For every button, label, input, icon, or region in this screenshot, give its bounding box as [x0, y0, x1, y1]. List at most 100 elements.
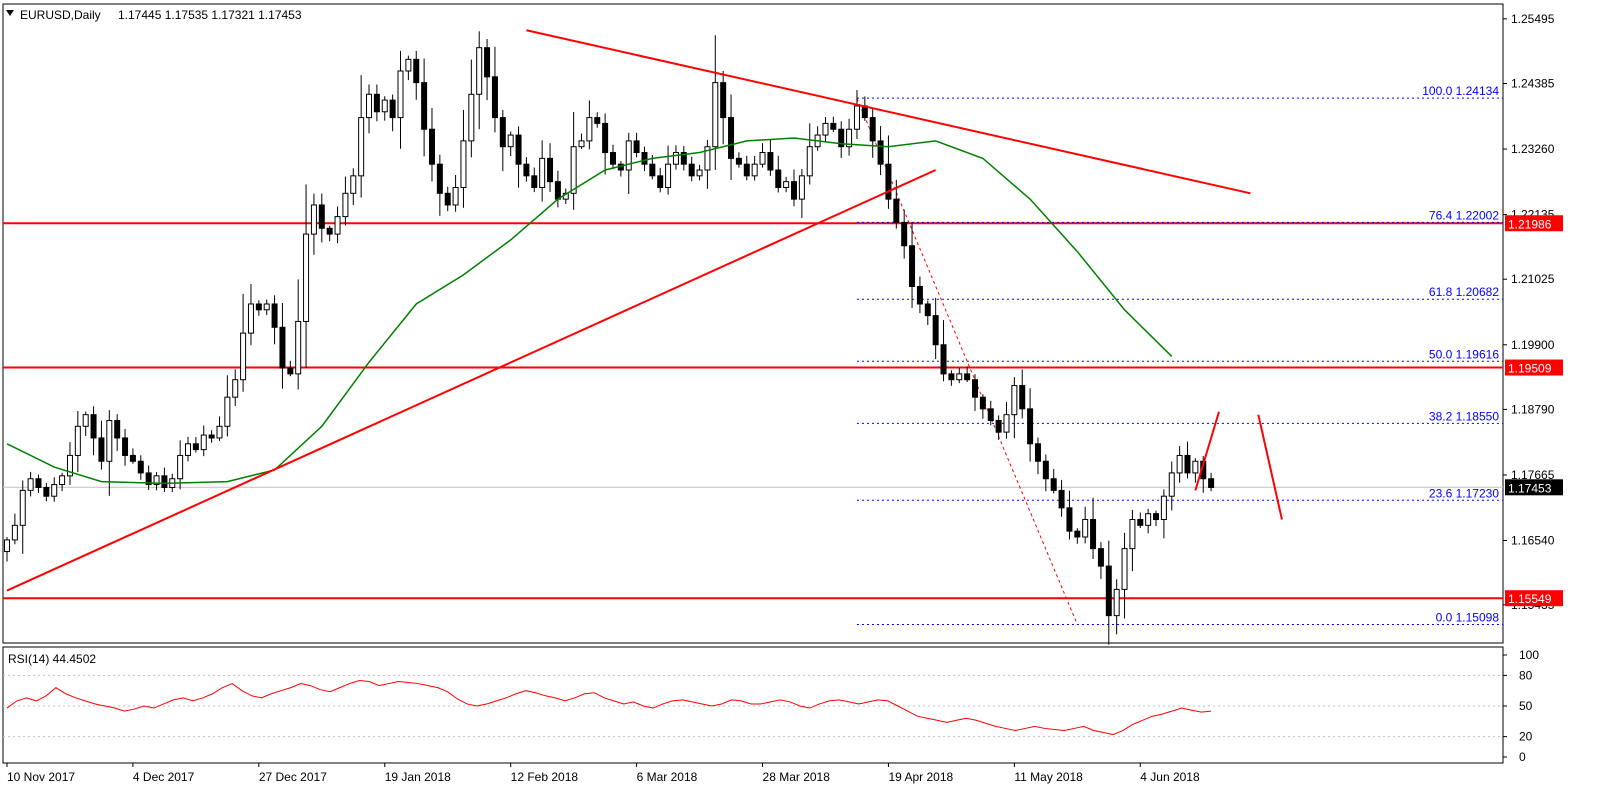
candle-bear	[1074, 530, 1081, 538]
price-tick-label: 1.25495	[1511, 12, 1555, 26]
trendline	[526, 29, 1251, 195]
candle-bull	[303, 233, 310, 322]
candle-bull	[570, 146, 577, 194]
candle-bull	[1168, 472, 1175, 497]
candlesticks	[4, 31, 1215, 645]
time-tick-label: 4 Jun 2018	[1140, 770, 1200, 784]
candle-bull	[106, 419, 113, 462]
candle-bull	[956, 373, 963, 381]
candle-bull	[1129, 519, 1136, 550]
price-pane-border	[2, 3, 1504, 644]
forecast-arrow	[1257, 414, 1283, 520]
time-tick-label: 19 Apr 2018	[888, 770, 953, 784]
candle-bear	[436, 163, 443, 194]
candle-bear	[728, 117, 735, 159]
rsi-pane-border	[2, 646, 1504, 764]
candle-bear	[1208, 478, 1215, 488]
candle-bear	[657, 175, 664, 188]
candle-bear	[594, 117, 601, 124]
candle-bear	[137, 460, 144, 474]
candle-bear	[924, 303, 931, 317]
candle-bull	[405, 58, 412, 72]
time-tick-label: 12 Feb 2018	[511, 770, 579, 784]
candle-bear	[791, 181, 797, 200]
candle-bull	[507, 134, 514, 148]
candle-bear	[869, 117, 876, 142]
time-tick-label: 4 Dec 2017	[133, 770, 195, 784]
candle-bull	[74, 425, 81, 456]
fib-level-label: 100.0 1.24134	[1422, 84, 1499, 98]
candle-bull	[712, 82, 719, 148]
price-tick-label: 1.19900	[1511, 338, 1555, 352]
fib-guide-line	[856, 98, 1078, 625]
dropdown-triangle-icon[interactable]	[6, 10, 14, 16]
candle-bear	[1019, 385, 1026, 410]
moving-average	[6, 137, 1173, 485]
candle-bear	[1090, 519, 1097, 550]
candle-bear	[720, 82, 727, 119]
candle-bear	[491, 76, 498, 119]
candle-bear	[1042, 460, 1049, 480]
candle-bear	[523, 163, 530, 177]
rsi-line	[6, 679, 1212, 736]
rsi-axis: 100 80 50 20 0	[3, 648, 1539, 764]
candle-bull	[806, 146, 813, 177]
candle-bull	[1082, 519, 1089, 538]
candle-bear	[1184, 454, 1191, 474]
level-price-label: 1.21986	[1508, 217, 1552, 231]
candle-bear	[901, 221, 908, 247]
candle-bear	[98, 437, 105, 462]
candle-bear	[979, 396, 986, 410]
support-resistance-levels	[3, 222, 1503, 600]
candle-bear	[633, 140, 640, 154]
price-tick-label: 1.17665	[1511, 468, 1555, 482]
candle-bull	[853, 105, 860, 130]
rsi-tick-label: 20	[1519, 730, 1533, 744]
candle-bull	[759, 152, 766, 165]
candle-bear	[885, 163, 892, 200]
candle-bull	[232, 379, 239, 398]
candle-bull	[460, 140, 467, 188]
candle-bull	[696, 169, 703, 177]
candle-bull	[1121, 548, 1128, 590]
candle-bull	[625, 140, 632, 171]
rsi-polyline	[6, 679, 1212, 736]
price-tick-label: 1.21025	[1511, 272, 1555, 286]
candle-bull	[66, 454, 73, 477]
trendlines	[6, 29, 1251, 592]
candle-bull	[27, 478, 34, 491]
candle-bear	[649, 163, 656, 177]
candle-bear	[90, 414, 97, 439]
candle-bull	[1113, 588, 1120, 617]
time-axis: 10 Nov 2017 4 Dec 2017 27 Dec 2017 19 Jan 2…	[6, 763, 1200, 784]
candle-bear	[964, 373, 971, 381]
candle-bear	[114, 419, 121, 439]
candle-bear	[743, 163, 750, 177]
price-tick-label: 1.16540	[1511, 533, 1555, 547]
candle-bear	[775, 169, 782, 188]
current-price-label: 1.17453	[1508, 481, 1552, 495]
chart-header: EURUSD,Daily 1.17445 1.17535 1.17321 1.1…	[6, 8, 302, 22]
fib-level-label: 38.2 1.18550	[1429, 409, 1499, 423]
candle-bull	[350, 175, 357, 194]
candle-bull	[452, 186, 459, 206]
candle-bear	[767, 152, 774, 171]
time-tick-label: 10 Nov 2017	[7, 770, 75, 784]
candle-bear	[444, 192, 451, 206]
candle-bull	[342, 192, 349, 218]
symbol-label: EURUSD,Daily	[20, 8, 101, 22]
price-tick-label: 1.18790	[1511, 402, 1555, 416]
level-price-tag	[1505, 215, 1563, 232]
candle-bear	[287, 367, 294, 375]
candle-bull	[19, 489, 26, 526]
candle-bull	[539, 157, 546, 188]
candle-bear	[145, 472, 152, 486]
level-price-label: 1.15549	[1508, 592, 1552, 606]
candle-bear	[515, 134, 522, 165]
candle-bear	[1027, 408, 1034, 445]
candle-bull	[82, 414, 89, 427]
candle-bear	[43, 486, 50, 497]
candle-bear	[735, 157, 742, 165]
candle-bull	[185, 443, 192, 456]
